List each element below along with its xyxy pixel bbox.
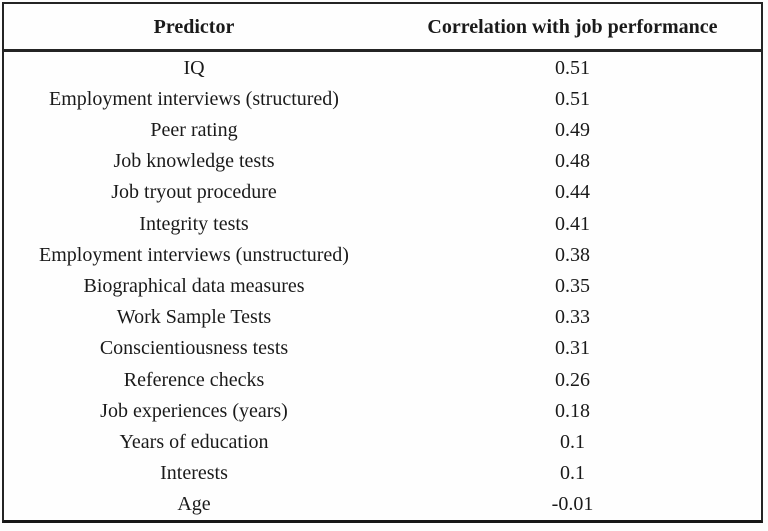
table-row: Integrity tests 0.41 [4,208,761,239]
predictor-cell: Job tryout procedure [111,181,277,204]
predictor-cell: Conscientiousness tests [99,337,289,360]
correlation-cell: 0.38 [554,243,590,266]
correlation-cell: -0.01 [551,493,594,516]
predictor-cell: IQ [183,56,205,79]
table-row: Employment interviews (unstructured) 0.3… [4,239,761,270]
table-row: Job tryout procedure 0.44 [4,177,761,208]
column-header-correlation: Correlation with job performance [427,15,718,38]
table-row: Reference checks 0.26 [4,364,761,395]
predictor-cell: Interests [160,462,228,485]
correlation-cell: 0.18 [554,399,590,422]
correlation-cell: 0.33 [554,306,590,329]
table-row: Work Sample Tests 0.33 [4,302,761,333]
correlation-cell: 0.44 [554,181,590,204]
correlation-cell: 0.1 [559,431,585,454]
predictor-cell: Age [177,493,211,516]
correlation-cell: 0.1 [559,462,585,485]
correlation-cell: 0.31 [554,337,590,360]
predictor-cell: Reference checks [123,368,265,391]
predictor-cell: Job experiences (years) [100,399,288,422]
table-row: Interests 0.1 [4,458,761,489]
table-row: Job experiences (years) 0.18 [4,395,761,426]
predictor-cell: Work Sample Tests [116,306,272,329]
table-row: Job knowledge tests 0.48 [4,146,761,177]
correlation-cell: 0.26 [554,368,590,391]
predictor-cell: Integrity tests [139,212,249,235]
table-header-row: Predictor Correlation with job performan… [4,4,761,52]
predictor-cell: Employment interviews (unstructured) [39,243,349,266]
table-row: Years of education 0.1 [4,426,761,457]
predictor-cell: Years of education [119,431,269,454]
table-row: Conscientiousness tests 0.31 [4,333,761,364]
correlation-table: Predictor Correlation with job performan… [2,2,763,523]
correlation-cell: 0.41 [554,212,590,235]
table-row: Peer rating 0.49 [4,114,761,145]
table-row: Biographical data measures 0.35 [4,270,761,301]
column-header-predictor: Predictor [153,15,235,38]
predictor-cell: Employment interviews (structured) [49,87,339,110]
correlation-cell: 0.51 [554,87,590,110]
table-row: Age -0.01 [4,489,761,520]
table-row: IQ 0.51 [4,52,761,83]
predictor-cell: Peer rating [150,119,238,141]
correlation-cell: 0.48 [554,150,590,173]
correlation-cell: 0.51 [554,56,590,79]
correlation-cell: 0.49 [554,119,590,141]
correlation-cell: 0.35 [554,275,590,298]
predictor-cell: Biographical data measures [83,275,305,298]
predictor-cell: Job knowledge tests [113,150,275,173]
table-row: Employment interviews (structured) 0.51 [4,83,761,114]
